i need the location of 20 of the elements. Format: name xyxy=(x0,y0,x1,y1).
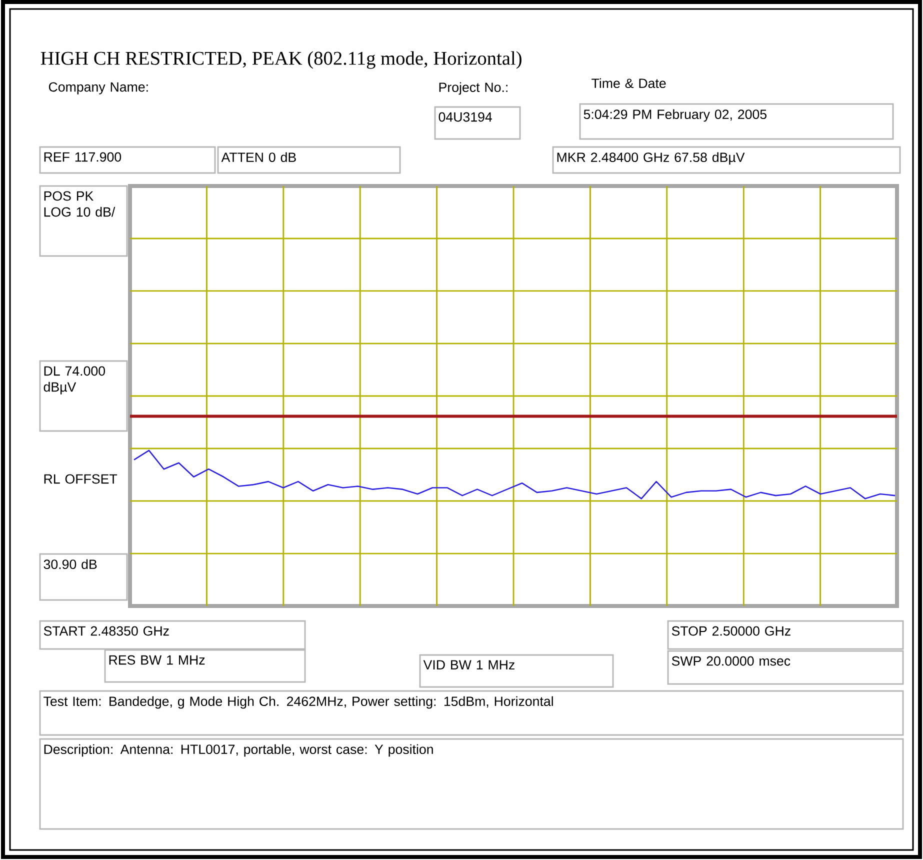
text: 04U3194 xyxy=(438,112,492,122)
text: RL OFFSET xyxy=(44,474,118,484)
text: REF 117.900 xyxy=(44,152,122,162)
text: Project No.: xyxy=(439,82,508,95)
chart-title: HIGH CH RESTRICTED, PEAK (802.11g mode, Horizontal) xyxy=(40,51,522,69)
text: Company Name: xyxy=(48,82,148,94)
text: 5:04:29 PM February 02, 2005 xyxy=(584,109,767,122)
text: Description: Antenna: HTL0017, portable, worst case: Y position xyxy=(44,744,433,757)
text: Test Item: Bandedge, g Mode High Ch. 2462MHz, Power setting: 15dBm, Horizontal xyxy=(44,696,553,709)
text: POS PK LOG 10 dB/ xyxy=(44,191,116,217)
text: 30.90 dB xyxy=(44,559,97,570)
ref-line-label: DL 74.000 dBµV xyxy=(44,366,106,394)
text: VID BW 1 MHz xyxy=(423,660,514,670)
text: STOP 2.50000 GHz xyxy=(672,626,790,636)
text: SWP 20.0000 msec xyxy=(672,656,790,666)
text: MKR 2.48400 GHz 67.58 dBµV xyxy=(557,152,745,165)
text: Time & Date xyxy=(592,78,666,88)
text: START 2.48350 GHz xyxy=(44,626,169,636)
text: ATTEN 0 dB xyxy=(221,152,296,162)
text: RES BW 1 MHz xyxy=(109,655,205,665)
